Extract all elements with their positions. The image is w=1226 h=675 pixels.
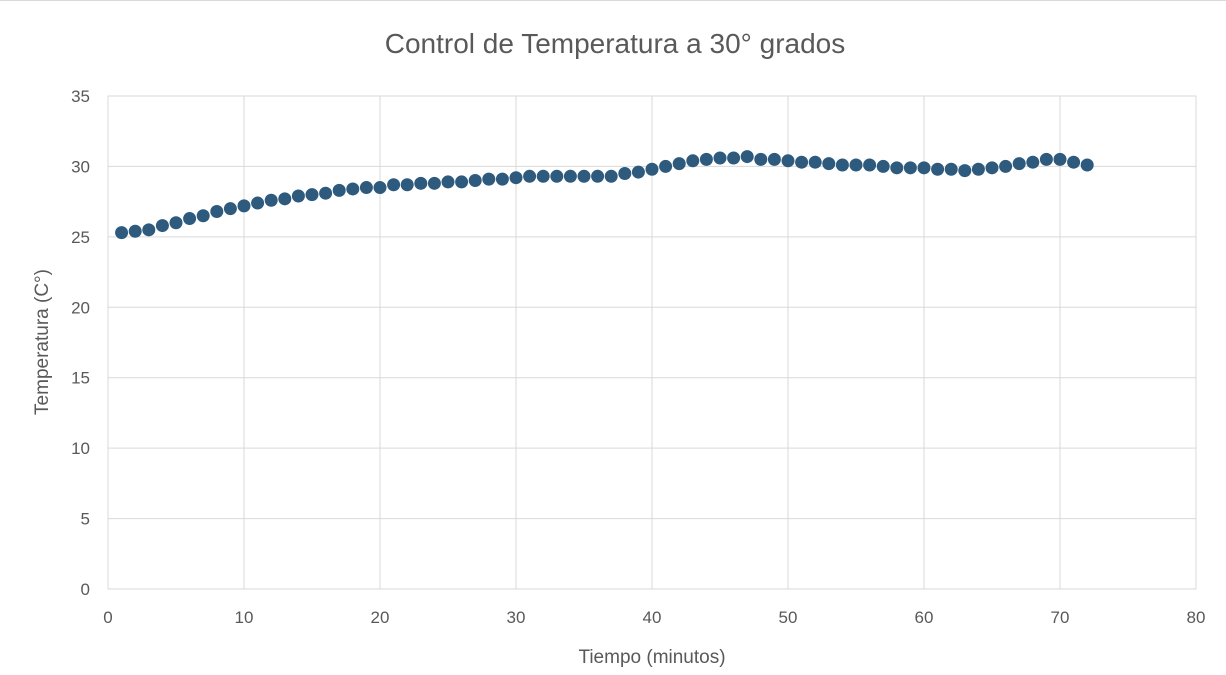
data-point: [251, 196, 265, 210]
data-point: [128, 224, 142, 238]
data-point: [863, 158, 877, 172]
data-point: [155, 219, 169, 233]
data-point: [985, 161, 999, 175]
data-point: [699, 152, 713, 166]
data-point: [767, 152, 781, 166]
data-point: [876, 159, 890, 173]
y-tick-label: 35: [71, 87, 90, 106]
data-point: [577, 169, 591, 183]
data-point: [917, 161, 931, 175]
tick-labels: 0 5 10 15 20 25 30 35 0 10 20 30 40 50 60 70 80: [71, 87, 1205, 627]
data-point: [563, 169, 577, 183]
data-point: [142, 223, 156, 237]
data-point: [1039, 152, 1053, 166]
data-point: [305, 188, 319, 202]
data-point: [1012, 157, 1026, 171]
data-point: [903, 161, 917, 175]
data-point: [359, 181, 373, 195]
y-tick-label: 5: [81, 510, 90, 529]
data-point: [1053, 152, 1067, 166]
data-point: [455, 175, 469, 189]
data-point: [944, 162, 958, 176]
data-point: [495, 172, 509, 186]
data-point: [237, 199, 251, 213]
y-tick-label: 10: [71, 439, 90, 458]
data-point: [591, 169, 605, 183]
data-point: [291, 189, 305, 203]
data-point: [196, 209, 210, 223]
data-point: [441, 175, 455, 189]
plot-area-border: [107, 95, 1197, 590]
data-point: [373, 181, 387, 195]
data-point: [849, 158, 863, 172]
data-point: [740, 150, 754, 164]
data-point: [808, 155, 822, 169]
data-point: [781, 154, 795, 168]
data-point: [550, 169, 564, 183]
data-point: [999, 159, 1013, 173]
y-axis-title: Temperatura (C°): [32, 269, 53, 415]
x-tick-label: 60: [915, 608, 934, 627]
y-tick-label: 20: [71, 298, 90, 317]
data-point: [604, 169, 618, 183]
data-point: [631, 165, 645, 179]
data-point: [931, 162, 945, 176]
data-point: [183, 212, 197, 226]
data-point: [482, 172, 496, 186]
data-point: [169, 216, 183, 230]
data-point: [835, 158, 849, 172]
data-point: [727, 151, 741, 165]
data-point: [115, 226, 129, 240]
data-point: [223, 202, 237, 216]
y-tick-label: 15: [71, 369, 90, 388]
x-tick-label: 0: [103, 608, 112, 627]
data-point: [686, 154, 700, 168]
y-tick-label: 0: [81, 580, 90, 599]
x-tick-label: 20: [371, 608, 390, 627]
data-point: [536, 169, 550, 183]
data-point: [387, 178, 401, 192]
x-tick-label: 10: [235, 608, 254, 627]
data-point: [659, 159, 673, 173]
data-point: [414, 176, 428, 190]
data-point: [672, 157, 686, 171]
data-point: [958, 164, 972, 178]
data-point: [822, 157, 836, 171]
x-tick-label: 40: [643, 608, 662, 627]
data-point: [264, 193, 278, 207]
x-axis-title: Tiempo (minutos): [578, 647, 725, 668]
data-point: [523, 169, 537, 183]
y-tick-label: 25: [71, 228, 90, 247]
data-point: [278, 192, 292, 206]
data-point: [427, 176, 441, 190]
chart-title: Control de Temperatura a 30° grados: [385, 28, 846, 59]
data-point: [890, 161, 904, 175]
x-tick-label: 30: [507, 608, 526, 627]
data-point: [210, 205, 224, 219]
data-point: [509, 171, 523, 185]
data-point: [319, 186, 333, 200]
data-point: [754, 152, 768, 166]
x-tick-label: 80: [1187, 608, 1206, 627]
data-point: [400, 178, 414, 192]
data-point: [618, 166, 632, 180]
data-points: [115, 150, 1094, 240]
data-point: [795, 155, 809, 169]
data-point: [332, 183, 346, 197]
data-point: [713, 151, 727, 165]
data-point: [971, 162, 985, 176]
x-tick-label: 70: [1051, 608, 1070, 627]
data-point: [1026, 155, 1040, 169]
data-point: [645, 162, 659, 176]
data-point: [1080, 158, 1094, 172]
y-tick-label: 30: [71, 157, 90, 176]
data-point: [1067, 155, 1081, 169]
data-point: [346, 182, 360, 196]
x-tick-label: 50: [779, 608, 798, 627]
data-point: [468, 174, 482, 188]
